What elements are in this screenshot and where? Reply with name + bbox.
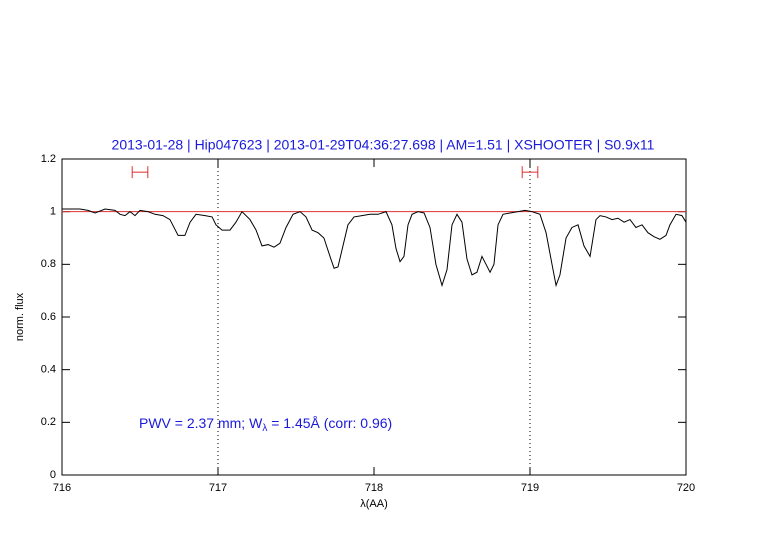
- x-tick-label: 719: [521, 482, 539, 494]
- x-axis-label: λ(AA): [360, 498, 388, 510]
- y-tick-label: 0.6: [41, 311, 56, 323]
- x-tick-label: 720: [677, 482, 695, 494]
- x-tick-label: 718: [365, 482, 383, 494]
- y-tick-label: 1.2: [41, 153, 56, 165]
- spectrum-line: [62, 208, 687, 288]
- annotation: PWV = 2.37 mm; Wλ = 1.45Å (corr: 0.96): [139, 415, 392, 434]
- y-tick-label: 0.4: [41, 364, 56, 376]
- annotation-subscript: λ: [262, 423, 267, 434]
- y-tick-label: 0: [50, 469, 56, 481]
- y-tick-label: 0.8: [41, 258, 56, 270]
- x-tick-label: 717: [209, 482, 227, 494]
- chart-title: 2013-01-28 | Hip047623 | 2013-01-29T04:3…: [112, 137, 655, 153]
- x-tick-label: 716: [53, 482, 71, 494]
- y-tick-label: 1: [50, 206, 56, 218]
- annotation-text: PWV = 2.37 mm; W: [139, 415, 263, 431]
- annotation-text: = 1.45Å (corr: 0.96): [267, 415, 392, 431]
- y-axis-label: norm. flux: [14, 292, 26, 341]
- y-tick-label: 0.2: [41, 416, 56, 428]
